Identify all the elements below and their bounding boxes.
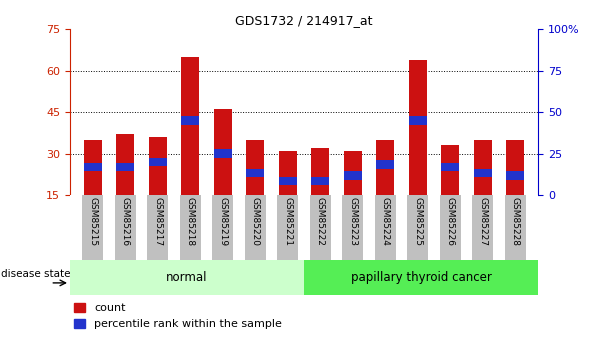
Bar <box>474 140 492 195</box>
Text: GSM85228: GSM85228 <box>511 197 520 246</box>
Bar <box>279 151 297 195</box>
Text: GSM85222: GSM85222 <box>316 197 325 246</box>
Bar <box>309 195 331 260</box>
Bar <box>375 195 396 260</box>
Bar <box>472 195 493 260</box>
Bar <box>474 169 492 177</box>
Bar <box>409 116 427 125</box>
Bar <box>246 140 264 195</box>
Bar <box>277 195 299 260</box>
Bar <box>441 145 459 195</box>
Bar <box>506 171 524 180</box>
Text: GSM85226: GSM85226 <box>446 197 455 246</box>
Bar <box>116 163 134 171</box>
Legend: count, percentile rank within the sample: count, percentile rank within the sample <box>70 298 287 334</box>
Bar <box>212 195 233 260</box>
Bar <box>70 260 304 295</box>
Text: GSM85223: GSM85223 <box>348 197 358 246</box>
Bar <box>344 151 362 195</box>
Text: GSM85217: GSM85217 <box>153 197 162 246</box>
Bar <box>84 140 102 195</box>
Bar <box>82 195 103 260</box>
Bar <box>246 169 264 177</box>
Text: papillary thyroid cancer: papillary thyroid cancer <box>351 271 491 284</box>
Bar <box>409 60 427 195</box>
Bar <box>149 137 167 195</box>
Bar <box>376 160 394 169</box>
Bar <box>440 195 461 260</box>
Bar <box>147 195 168 260</box>
Bar <box>181 116 199 125</box>
Bar <box>342 195 364 260</box>
Title: GDS1732 / 214917_at: GDS1732 / 214917_at <box>235 14 373 27</box>
Bar <box>304 260 538 295</box>
Text: normal: normal <box>166 271 208 284</box>
Bar <box>407 195 429 260</box>
Bar <box>115 195 136 260</box>
Bar <box>311 148 329 195</box>
Bar <box>244 195 266 260</box>
Bar <box>506 140 524 195</box>
Text: GSM85227: GSM85227 <box>478 197 487 246</box>
Text: GSM85220: GSM85220 <box>250 197 260 246</box>
Bar <box>376 140 394 195</box>
Text: GSM85218: GSM85218 <box>185 197 195 246</box>
Text: GSM85225: GSM85225 <box>413 197 423 246</box>
Text: disease state: disease state <box>1 269 70 278</box>
Bar <box>344 171 362 180</box>
Bar <box>181 57 199 195</box>
Bar <box>116 134 134 195</box>
Text: GSM85224: GSM85224 <box>381 197 390 246</box>
Bar <box>441 163 459 171</box>
Bar <box>505 195 526 260</box>
Text: GSM85221: GSM85221 <box>283 197 292 246</box>
Bar <box>214 109 232 195</box>
Bar <box>179 195 201 260</box>
Bar <box>279 177 297 185</box>
Text: GSM85215: GSM85215 <box>88 197 97 246</box>
Text: GSM85216: GSM85216 <box>121 197 130 246</box>
Bar <box>214 149 232 158</box>
Bar <box>84 163 102 171</box>
Bar <box>311 177 329 185</box>
Text: GSM85219: GSM85219 <box>218 197 227 246</box>
Bar <box>149 158 167 166</box>
